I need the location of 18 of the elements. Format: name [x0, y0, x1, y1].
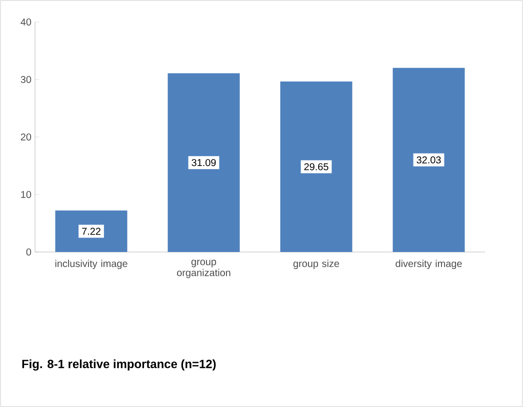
y-tick-label: 0: [26, 248, 32, 256]
data-label: 7.22: [82, 228, 100, 235]
x-tick-label: diversity image: [396, 260, 462, 270]
y-tick-label: 40: [20, 18, 32, 26]
x-tick-label: group size: [293, 260, 340, 270]
data-label: 29.65: [304, 163, 328, 170]
bar: [280, 82, 352, 252]
y-tick-label: 30: [20, 76, 32, 84]
bar: [168, 73, 240, 252]
data-label: 31.09: [192, 159, 216, 166]
y-tick-label: 10: [21, 190, 32, 198]
text: Fig. 8-1 relative importance (n=12): [22, 359, 216, 371]
y-tick-label: 20: [20, 133, 32, 141]
bar: [392, 68, 465, 252]
x-tick-label: inclusivity image: [55, 260, 128, 270]
bar: [55, 210, 128, 252]
data-label: 32.03: [416, 156, 441, 164]
x-tick-label: group organization: [177, 260, 230, 278]
